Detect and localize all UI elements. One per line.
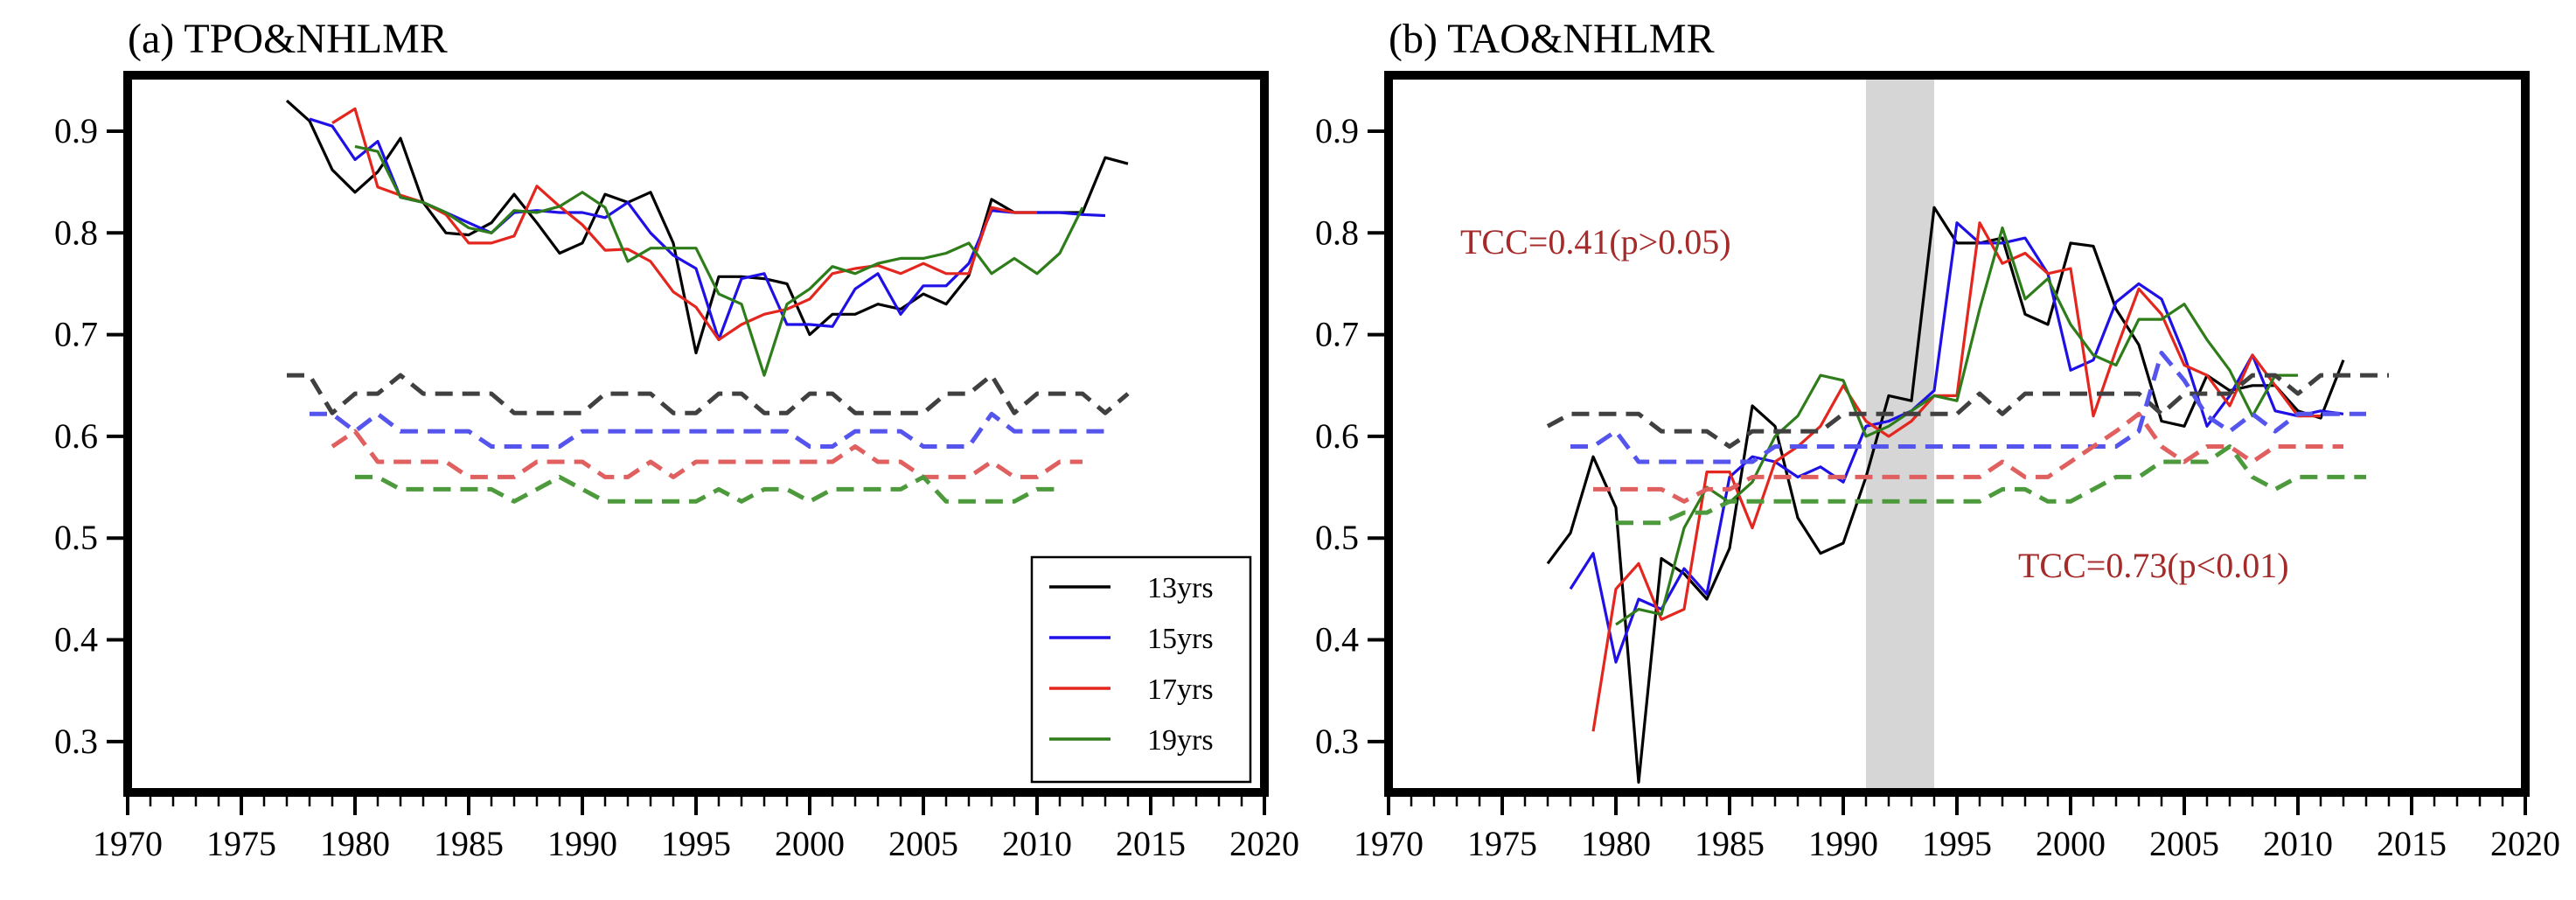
panel-b-17yrs-line — [1591, 221, 2321, 732]
panel-a-title: (a) TPO&NHLMR — [128, 16, 448, 62]
panel-a-19yrs-threshold-line — [355, 474, 1060, 504]
panel-a-x-tick-label: 1985 — [434, 824, 504, 863]
shaded-span-1991-1994 — [1866, 75, 1934, 792]
legend-label-19yrs: 19yrs — [1147, 724, 1214, 757]
panel-a-x-tick-label: 1990 — [547, 824, 617, 863]
panel-b-x-tick-label: 1980 — [1581, 824, 1651, 863]
panel-b-x-tick-label: 2015 — [2377, 824, 2447, 863]
panel-a-19yrs-line — [354, 144, 1084, 377]
panel-a-y-tick-label: 0.9 — [54, 111, 98, 150]
panel-a-15yrs-line — [309, 117, 1106, 341]
panel-b-15yrs-line — [1569, 221, 2344, 664]
panel-b-17yrs-threshold-line — [1593, 411, 2343, 504]
panel-b-x-tick-label: 1975 — [1467, 824, 1537, 863]
panel-b-x-tick-label: 1995 — [1922, 824, 1992, 863]
panel-a-13yrs-threshold-line — [287, 373, 1130, 415]
panel-b-19yrs-threshold-line — [1616, 444, 2366, 526]
panel-b-x-tick-label: 2020 — [2490, 824, 2560, 863]
panel-a-y-tick-label: 0.7 — [54, 315, 98, 354]
panel-a-y-tick-label: 0.6 — [54, 416, 98, 456]
panel-a-x-tick-label: 1970 — [93, 824, 163, 863]
panel-b-13yrs-threshold-line — [1546, 373, 2389, 449]
panel-a: (a) TPO&NHLMR 1970 1975 1980 1985 1990 1995 20… — [54, 16, 1299, 863]
panel-b-y-tick-label: 0.8 — [1315, 213, 1359, 252]
panel-a-axes: 1970 1975 1980 1985 1990 1995 2000 2005 2010 2015… — [54, 111, 1299, 863]
panel-a-x-tick-label: 1995 — [661, 824, 731, 863]
panel-b-frame — [1384, 71, 2530, 797]
panel-a-17yrs-threshold-line — [331, 429, 1083, 479]
panel-b-y-tick-label: 0.7 — [1315, 315, 1359, 354]
panel-b: (b) TAO&NHLMR 1970 1975 1980 1985 1990 1995 20… — [1315, 16, 2560, 863]
panel-a-frame — [123, 71, 1269, 797]
panel-b-axes: 1970 1975 1980 1985 1990 1995 2000 2005 2010 2015… — [1315, 111, 2560, 863]
panel-b-series — [1546, 206, 2389, 785]
panel-b-x-tick-label: 1985 — [1695, 824, 1765, 863]
legend-label-17yrs: 17yrs — [1147, 673, 1214, 706]
panel-a-y-tick-label: 0.4 — [54, 620, 98, 659]
legend-label-13yrs: 13yrs — [1147, 572, 1214, 604]
tcc-annotation-1: TCC=0.41(p>0.05) — [1460, 222, 1731, 262]
panel-b-x-tick-label: 1990 — [1808, 824, 1878, 863]
panel-a-x-tick-label: 1980 — [320, 824, 390, 863]
panel-a-x-tick-label: 2005 — [888, 824, 958, 863]
legend-label-15yrs: 15yrs — [1147, 623, 1214, 655]
panel-b-y-tick-label: 0.9 — [1315, 111, 1359, 150]
panel-a-15yrs-threshold-line — [310, 411, 1105, 449]
panel-b-y-tick-label: 0.6 — [1315, 416, 1359, 456]
panel-b-title: (b) TAO&NHLMR — [1389, 16, 1715, 62]
panel-b-x-tick-label: 2010 — [2263, 824, 2333, 863]
panel-b-x-tick-label: 1970 — [1354, 824, 1424, 863]
panel-b-15yrs-threshold-line — [1570, 351, 2366, 464]
panel-b-13yrs-line — [1546, 206, 2345, 785]
panel-a-x-tick-label: 2020 — [1229, 824, 1299, 863]
panel-a-x-tick-label: 2015 — [1116, 824, 1186, 863]
panel-a-y-tick-label: 0.3 — [54, 722, 98, 761]
panel-a-x-tick-label: 2010 — [1002, 824, 1072, 863]
panel-b-y-tick-label: 0.4 — [1315, 620, 1359, 659]
panel-b-y-tick-label: 0.3 — [1315, 722, 1359, 761]
panel-a-y-tick-label: 0.8 — [54, 213, 98, 252]
panel-a-13yrs-line — [285, 99, 1129, 355]
panel-b-y-tick-label: 0.5 — [1315, 518, 1359, 557]
panel-a-x-tick-label: 1975 — [206, 824, 276, 863]
legend: 13yrs 15yrs 17yrs 19yrs — [1030, 555, 1252, 784]
panel-a-series — [285, 99, 1130, 504]
legend-box — [1030, 555, 1252, 784]
panel-b-x-tick-label: 2000 — [2036, 824, 2106, 863]
panel-a-y-tick-label: 0.5 — [54, 518, 98, 557]
tcc-annotation-2: TCC=0.73(p<0.01) — [2018, 546, 2289, 585]
panel-b-x-tick-label: 2005 — [2149, 824, 2219, 863]
panel-a-x-tick-label: 2000 — [775, 824, 845, 863]
panel-a-17yrs-line — [331, 107, 1037, 341]
